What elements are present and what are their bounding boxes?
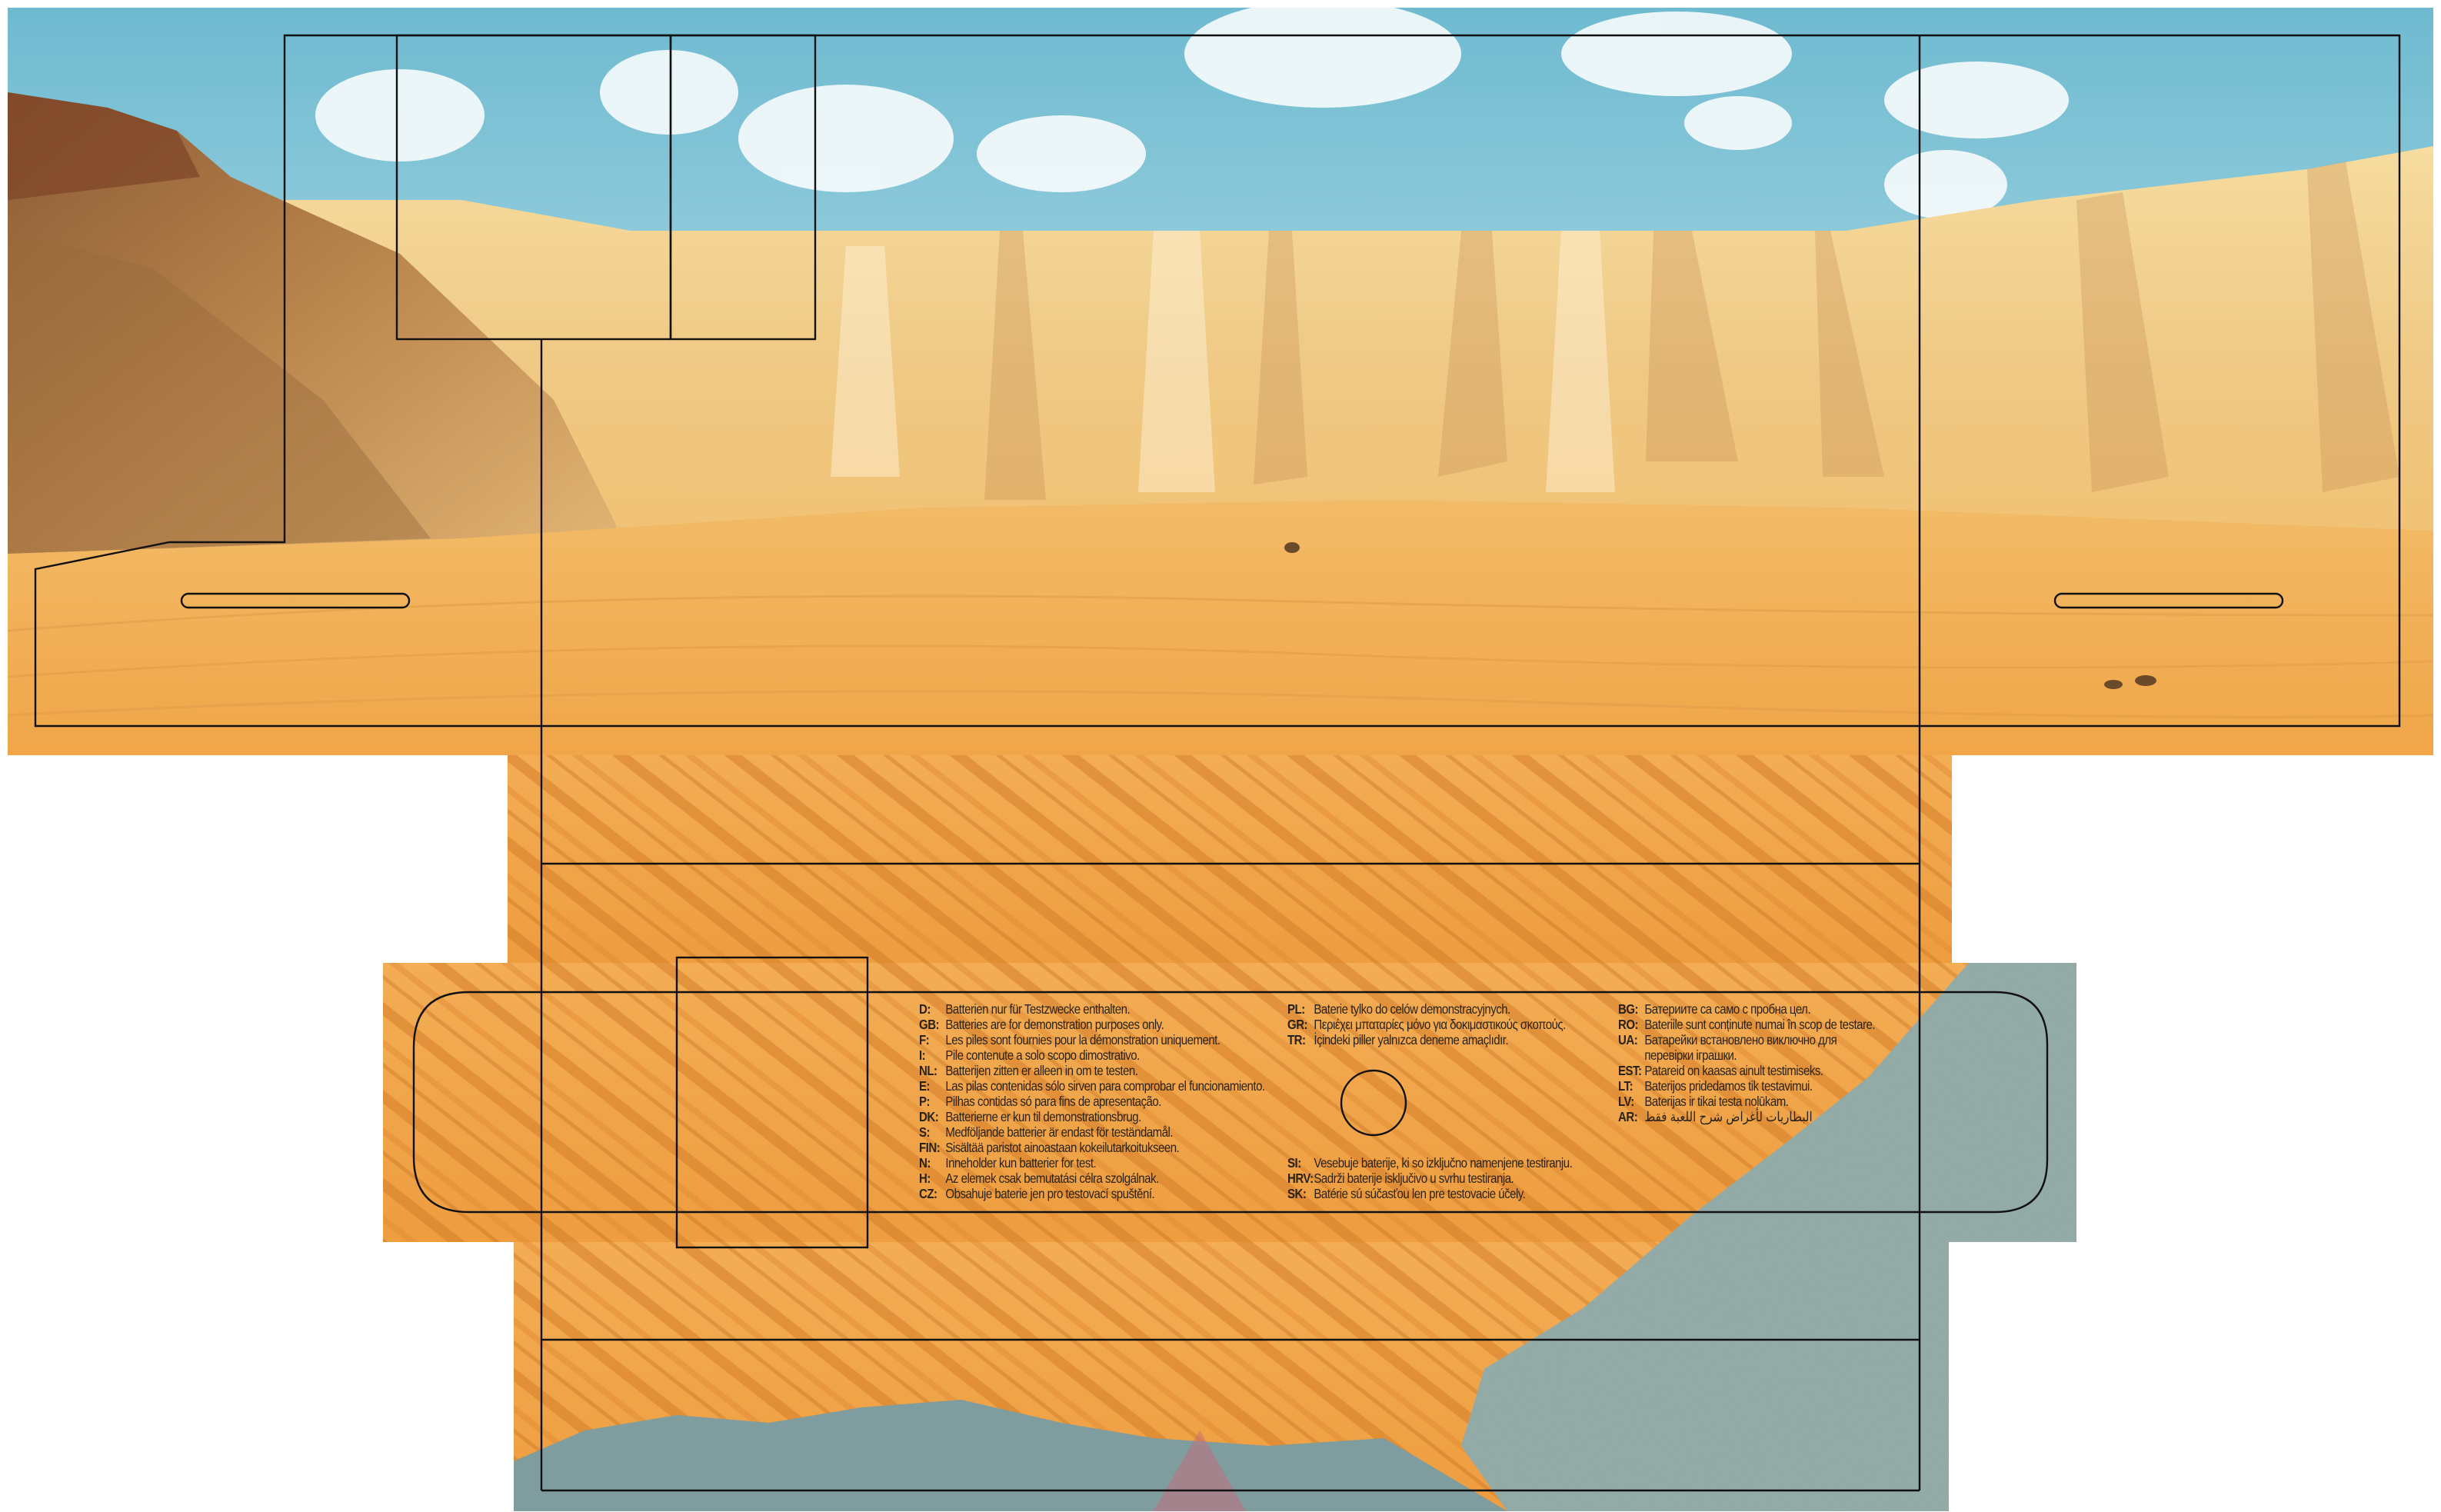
disclaimer-line: LT: Baterijos pridedamos tik testavimui. xyxy=(1618,1078,1813,1094)
disclaimer-line: DK: Batterierne er kun til demonstrations… xyxy=(919,1109,1141,1124)
disclaimer-line: GR: Περιέχει μπαταρίες μόνο για δοκιμαστι… xyxy=(1287,1017,1566,1032)
disclaimer-line: E: Las pilas contenidas sólo sirven para … xyxy=(919,1078,1265,1094)
disclaimer-line: H: Az elemek csak bemutatási célra szolgá… xyxy=(919,1171,1159,1186)
disclaimer-line: EST: Patareid on kaasas ainult testimisek… xyxy=(1618,1063,1823,1078)
disclaimer-line: I: Pile contenute a solo scopo dimostrati… xyxy=(919,1047,1140,1063)
disclaimer-column-3: BG: Батериите са само с пробна цел. RO: Ba… xyxy=(1618,1001,1876,1124)
disclaimer-line: BG: Батериите са само с пробна цел. xyxy=(1618,1001,1811,1017)
disclaimer-line: AR: البطاريات لأغراض شرح اللعبة فقط xyxy=(1618,1109,1813,1124)
disclaimer-line: PL: Baterie tylko do celów demonstracyjny… xyxy=(1287,1001,1510,1017)
disclaimer-column-2-top: PL: Baterie tylko do celów demonstracyjny… xyxy=(1287,1001,1566,1047)
landscape-photo xyxy=(8,8,2433,755)
disclaimer-line: HRV: Sadrži baterije isključivo u svrhu t… xyxy=(1287,1171,1514,1186)
disclaimer-line: F: Les piles sont fournies pour la démons… xyxy=(919,1032,1220,1047)
disclaimer-line: RO: Bateriile sunt conținute numai în sco… xyxy=(1618,1017,1876,1032)
disclaimer-line: UA: Батарейки встановлено виключно для пе… xyxy=(1618,1032,1837,1063)
disclaimer-line: NL: Batterijen zitten er alleen in om te … xyxy=(919,1063,1138,1078)
disclaimer-line: P: Pilhas contidas só para fins de aprese… xyxy=(919,1094,1161,1109)
gravel-texture xyxy=(514,963,2076,1511)
disclaimer-line: N: Inneholder kun batterier for test. xyxy=(919,1155,1097,1171)
disclaimer-column-2-bottom: SI: Vesebuje baterije, ki so izključno na… xyxy=(1287,1155,1573,1201)
disclaimer-line: GB: Batteries are for demonstration purpo… xyxy=(919,1017,1164,1032)
disclaimer-line: S: Medföljande batterier är endast för te… xyxy=(919,1124,1174,1140)
disclaimer-column-1: D: Batterien nur für Testzwecke enthalten… xyxy=(919,1001,1265,1201)
disclaimer-line: SK: Batérie sú súčasťou len pre testovaci… xyxy=(1287,1186,1526,1201)
disclaimer-line: CZ: Obsahuje baterie jen pro testovací sp… xyxy=(919,1186,1155,1201)
dieline xyxy=(34,34,2401,1492)
disclaimer-line: TR: İçindeki piller yalnızca deneme amaçl… xyxy=(1287,1032,1509,1047)
disclaimer-line: SI: Vesebuje baterije, ki so izključno na… xyxy=(1287,1155,1573,1171)
disclaimer-line: D: Batterien nur für Testzwecke enthalten… xyxy=(919,1001,1131,1017)
disclaimer-line: LV: Baterijas ir tikai testa nolūkam. xyxy=(1618,1094,1789,1109)
disclaimer-line: FIN: Sisältää paristot ainoastaan kokeilu… xyxy=(919,1140,1180,1155)
